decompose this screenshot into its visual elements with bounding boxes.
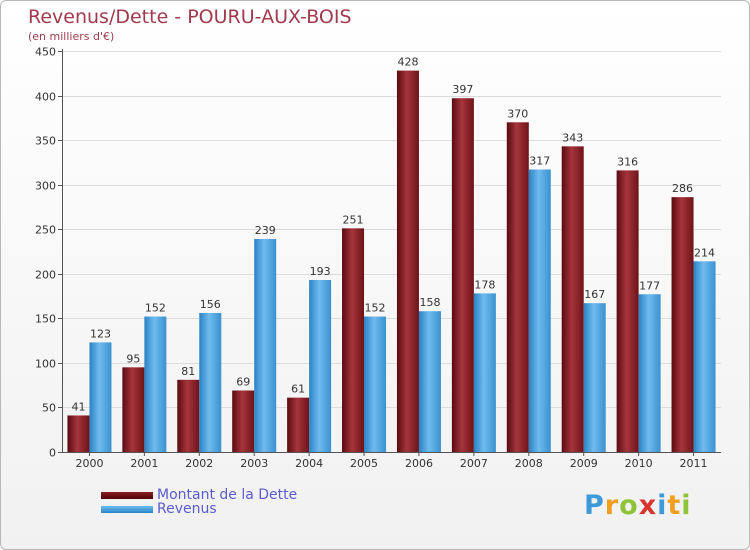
- legend-label-dette: Montant de la Dette: [157, 487, 298, 503]
- bar-revenus: [89, 342, 112, 452]
- y-tick-label: 350: [35, 135, 56, 148]
- data-label-revenus: 239: [255, 224, 276, 237]
- data-label-revenus: 158: [419, 296, 440, 309]
- x-tick-label: 2005: [350, 457, 378, 470]
- bar-dette: [561, 146, 584, 453]
- data-label-revenus: 177: [639, 279, 660, 292]
- bar-revenus: [473, 293, 496, 452]
- data-label-dette: 370: [507, 107, 528, 120]
- x-tick-label: 2001: [130, 457, 158, 470]
- bar-dette: [396, 70, 419, 453]
- data-label-dette: 41: [71, 400, 85, 413]
- x-tick-label: 2004: [295, 457, 323, 470]
- logo-letter: o: [619, 490, 639, 521]
- bar-dette: [122, 367, 145, 452]
- x-tick-label: 2009: [570, 457, 598, 470]
- legend-label-revenus: Revenus: [157, 501, 217, 517]
- bar-revenus: [528, 169, 551, 453]
- data-label-revenus: 193: [310, 265, 331, 278]
- logo-letter: i: [681, 490, 692, 521]
- legend-swatch-dette: [101, 491, 153, 499]
- data-label-dette: 95: [126, 352, 140, 365]
- x-tick-label: 2000: [75, 457, 103, 470]
- data-label-dette: 286: [672, 182, 693, 195]
- data-label-dette: 81: [181, 365, 195, 378]
- legend-item-dette: Montant de la Dette: [101, 487, 297, 503]
- data-label-dette: 428: [397, 56, 418, 69]
- x-tick-label: 2007: [460, 457, 488, 470]
- bar-dette: [67, 415, 90, 452]
- x-tick-label: 2010: [625, 457, 653, 470]
- y-tick-label: 450: [35, 46, 56, 59]
- data-label-revenus: 214: [694, 246, 715, 259]
- data-label-revenus: 167: [584, 288, 605, 301]
- data-label-dette: 69: [236, 376, 250, 389]
- data-label-revenus: 152: [145, 302, 166, 315]
- logo-letter: r: [604, 490, 620, 521]
- legend-swatch-revenus: [101, 505, 153, 513]
- bar-dette: [616, 170, 639, 453]
- data-label-revenus: 156: [200, 298, 221, 311]
- chart-subtitle: (en milliers d'€): [28, 30, 115, 43]
- y-tick-label: 50: [42, 402, 56, 415]
- y-tick-label: 300: [35, 180, 56, 193]
- x-tick-label: 2011: [680, 457, 708, 470]
- bar-dette: [671, 197, 694, 452]
- data-label-revenus: 123: [90, 327, 111, 340]
- data-label-revenus: 178: [474, 278, 495, 291]
- y-tick-label: 200: [35, 269, 56, 282]
- proxiti-logo: Proxiti: [584, 490, 692, 521]
- y-tick-label: 100: [35, 358, 56, 371]
- data-label-dette: 61: [291, 383, 305, 396]
- logo-letter: t: [667, 490, 682, 521]
- bar-revenus: [364, 316, 387, 452]
- bar-dette: [177, 379, 200, 452]
- bar-dette: [342, 228, 365, 452]
- data-label-dette: 316: [617, 155, 638, 168]
- bar-revenus: [254, 239, 277, 452]
- bar-revenus: [693, 261, 716, 452]
- bar-revenus: [144, 316, 167, 452]
- chart-title: Revenus/Dette - POURU-AUX-BOIS: [28, 6, 352, 28]
- x-tick-label: 2008: [515, 457, 543, 470]
- data-label-dette: 397: [452, 83, 473, 96]
- logo-letter: P: [584, 490, 605, 521]
- data-label-dette: 343: [562, 131, 583, 144]
- bar-revenus: [418, 311, 441, 452]
- y-tick-label: 150: [35, 313, 56, 326]
- bar-dette: [506, 122, 529, 453]
- bar-revenus: [583, 303, 606, 452]
- x-tick-label: 2006: [405, 457, 433, 470]
- y-tick-label: 0: [49, 447, 56, 460]
- data-label-dette: 251: [343, 213, 364, 226]
- logo-letter: i: [657, 490, 668, 521]
- bar-revenus: [638, 294, 661, 452]
- logo-letter: x: [638, 490, 658, 521]
- y-tick-label: 250: [35, 224, 56, 237]
- bar-revenus: [309, 280, 332, 452]
- data-label-revenus: 317: [529, 155, 550, 168]
- x-tick-label: 2002: [185, 457, 213, 470]
- bar-dette: [287, 397, 310, 452]
- data-label-revenus: 152: [365, 302, 386, 315]
- x-tick-label: 2003: [240, 457, 268, 470]
- bar-revenus: [199, 312, 222, 452]
- legend-item-revenus: Revenus: [101, 501, 217, 517]
- bar-dette: [451, 98, 474, 453]
- bar-dette: [232, 390, 255, 452]
- y-tick-label: 400: [35, 91, 56, 104]
